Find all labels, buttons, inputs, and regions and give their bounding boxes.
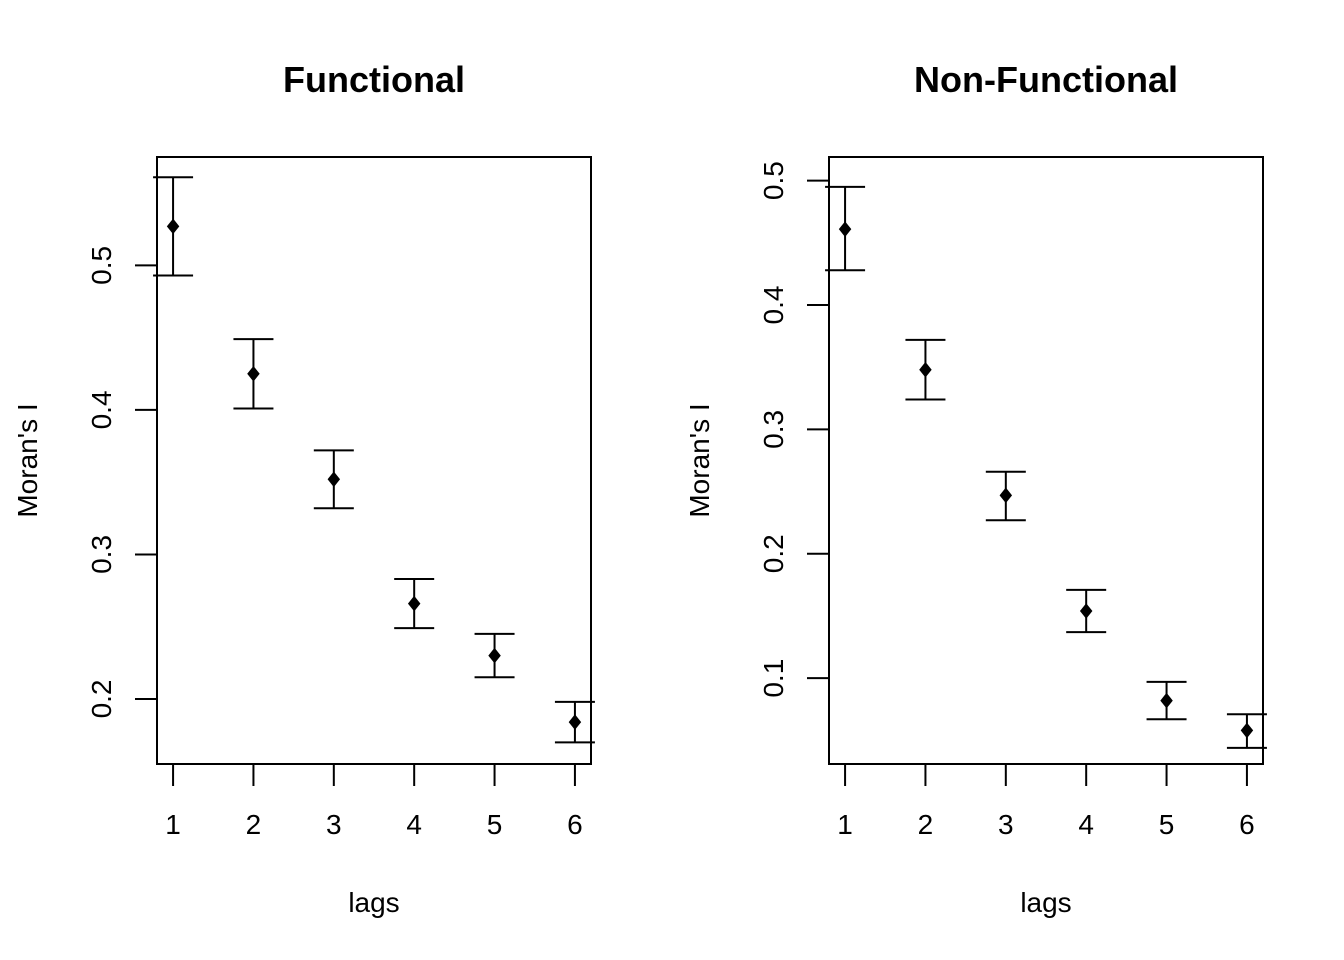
x-tick-label: 6 xyxy=(1239,809,1255,840)
data-point-marker xyxy=(327,471,341,488)
x-tick-label: 1 xyxy=(165,809,181,840)
plot-frame xyxy=(156,156,592,765)
x-tick-label: 4 xyxy=(1078,809,1094,840)
y-tick-label: 0.3 xyxy=(758,410,789,449)
x-tick-label: 2 xyxy=(246,809,262,840)
plot-frame xyxy=(828,156,1264,765)
x-tick-label: 2 xyxy=(918,809,934,840)
x-tick-label: 5 xyxy=(487,809,503,840)
data-point-marker xyxy=(166,218,180,235)
data-point-marker xyxy=(247,365,260,382)
x-tick-label: 1 xyxy=(837,809,853,840)
y-axis-label: Moran's I xyxy=(684,403,715,517)
y-tick-label: 0.1 xyxy=(758,659,789,698)
x-axis-label: lags xyxy=(348,887,399,918)
y-tick-label: 0.2 xyxy=(758,534,789,573)
data-point-marker xyxy=(999,487,1013,504)
functional-panel: Functional 1 2 3 4 5 6 0.2 0.3 0.4 0.5 lags Moran's … xyxy=(12,59,595,918)
y-tick-label: 0.5 xyxy=(86,246,117,285)
y-tick-label: 0.3 xyxy=(86,535,117,574)
chart-title: Non-Functional xyxy=(914,59,1178,100)
data-point-marker xyxy=(919,361,932,378)
non-functional-panel: Non-Functional 1 2 3 4 5 6 0.1 0.2 0.3 0.4 0.5 lags M… xyxy=(684,59,1267,918)
x-tick-label: 4 xyxy=(406,809,422,840)
data-point-marker xyxy=(568,714,582,730)
y-axis-label: Moran's I xyxy=(12,403,43,517)
y-tick-label: 0.5 xyxy=(758,161,789,200)
x-axis-label: lags xyxy=(1020,887,1071,918)
x-tick-label: 6 xyxy=(567,809,583,840)
data-point-marker xyxy=(838,221,852,237)
y-tick-label: 0.4 xyxy=(86,390,117,429)
data-point-marker xyxy=(1079,603,1093,619)
x-tick-label: 3 xyxy=(326,809,342,840)
x-tick-label: 5 xyxy=(1159,809,1175,840)
chart-title: Functional xyxy=(283,59,465,100)
y-tick-label: 0.4 xyxy=(758,286,789,325)
y-tick-label: 0.2 xyxy=(86,679,117,718)
x-tick-label: 3 xyxy=(998,809,1014,840)
data-point-marker xyxy=(1160,692,1173,709)
data-point-marker xyxy=(488,647,501,664)
data-point-marker xyxy=(407,595,421,612)
data-point-marker xyxy=(1240,722,1254,739)
